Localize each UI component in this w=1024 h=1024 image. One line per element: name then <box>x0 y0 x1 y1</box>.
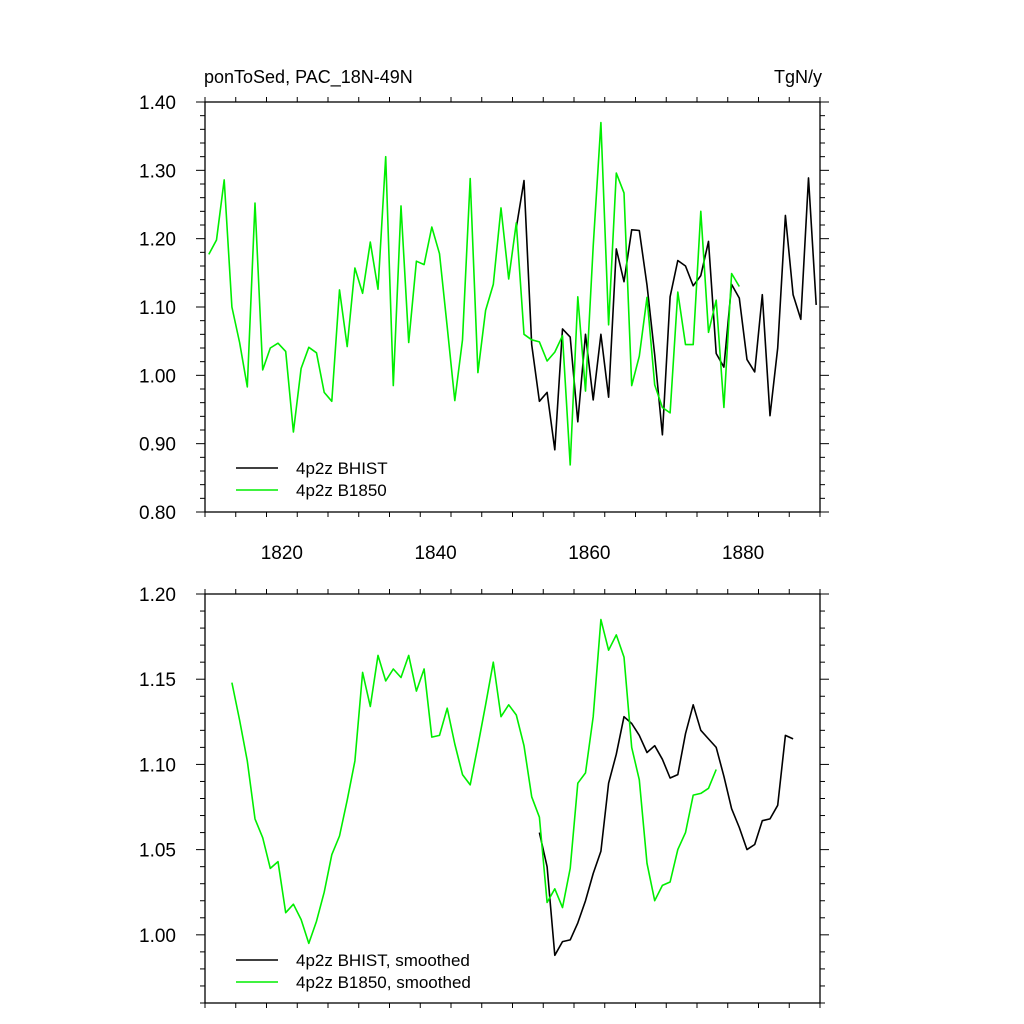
bottom-panel-legend: 4p2z BHIST, smoothed 4p2z B1850, smoothed <box>236 951 471 992</box>
top-panel-ticks: 1820 1840 1860 1880 0.80 0.90 1.00 1.10 1.20 1.30… <box>139 93 829 564</box>
top-panel-frame <box>204 101 821 513</box>
x-tick-label: 1840 <box>414 543 456 564</box>
y-tick-label: 1.40 <box>139 93 176 114</box>
x-tick-label: 1820 <box>261 543 303 564</box>
y-tick-label: 1.00 <box>139 366 176 387</box>
top-panel-legend: 4p2z BHIST 4p2z B1850 <box>236 459 388 500</box>
x-tick-label: 1880 <box>722 543 764 564</box>
legend-label: 4p2z BHIST, smoothed <box>296 951 470 970</box>
y-tick-label: 1.10 <box>139 298 176 319</box>
y-tick-label: 0.90 <box>139 435 176 456</box>
legend-label: 4p2z B1850, smoothed <box>296 973 471 992</box>
x-tick-label: 1860 <box>568 543 610 564</box>
bottom-panel-frame <box>204 593 821 1004</box>
bottom-panel: 1.00 1.05 1.10 1.15 1.20 4p2z BHIST, smoothe… <box>139 585 829 1008</box>
bottom-panel-ticks: 1.00 1.05 1.10 1.15 1.20 <box>139 585 829 1008</box>
y-tick-label: 1.05 <box>139 841 176 862</box>
top-panel-title: ponToSed, PAC_18N-49N <box>204 67 413 88</box>
y-tick-label: 1.10 <box>139 755 176 776</box>
y-tick-label: 1.30 <box>139 161 176 182</box>
series-line-1 <box>208 121 740 466</box>
series-line-1 <box>231 618 717 945</box>
y-tick-label: 1.20 <box>139 230 176 251</box>
bottom-panel-lines <box>231 618 794 957</box>
y-tick-label: 1.20 <box>139 585 176 606</box>
y-tick-label: 1.15 <box>139 670 176 691</box>
legend-label: 4p2z BHIST <box>296 459 388 478</box>
top-panel: ponToSed, PAC_18N-49N TgN/y 1820 1840 1860… <box>139 67 829 564</box>
top-panel-units: TgN/y <box>774 67 822 87</box>
series-line-0 <box>538 703 794 957</box>
top-panel-lines <box>208 121 817 466</box>
series-line-0 <box>515 177 817 451</box>
legend-label: 4p2z B1850 <box>296 481 387 500</box>
y-tick-label: 0.80 <box>139 503 176 524</box>
y-tick-label: 1.00 <box>139 926 176 947</box>
